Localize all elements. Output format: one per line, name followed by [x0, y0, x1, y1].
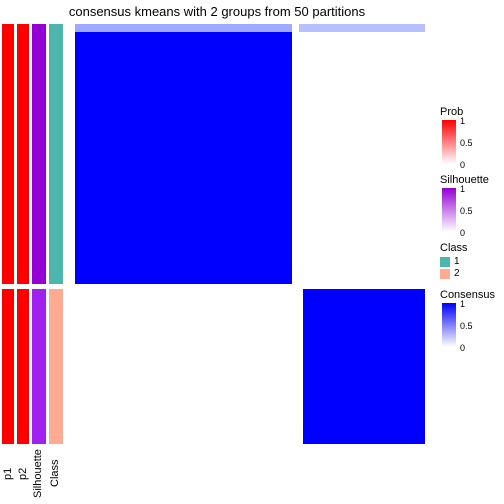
- annotation-segment: [32, 24, 46, 284]
- legend-tick: 0.5: [460, 138, 473, 148]
- annotation-label-class: Class: [49, 446, 63, 501]
- heatmap-topstrip: [75, 24, 292, 32]
- heatmap-block: [303, 289, 426, 444]
- legend-tick: 1: [460, 184, 465, 194]
- annotation-segment: [2, 24, 14, 284]
- legend-panel: Prob 10.50 Silhouette 10.50 Class 12 Con…: [440, 106, 500, 357]
- annotation-col-p1: [2, 24, 14, 444]
- legend-tick: 0.5: [460, 321, 473, 331]
- legend-prob-title: Prob: [440, 106, 500, 118]
- legend-tick: 0: [460, 228, 465, 238]
- heatmap-block: [75, 32, 292, 284]
- annotation-columns: [2, 24, 70, 444]
- legend-class-label: 1: [454, 256, 460, 267]
- annotation-labels: p1p2SilhouetteClass: [2, 446, 63, 501]
- annotation-col-silhouette: [32, 24, 46, 444]
- legend-class-item: 1: [440, 256, 500, 267]
- legend-class-title: Class: [440, 242, 500, 254]
- legend-silhouette: Silhouette 10.50: [440, 174, 500, 232]
- annotation-segment: [49, 289, 63, 444]
- heatmap-topstrip: [299, 24, 425, 32]
- legend-prob: Prob 10.50: [440, 106, 500, 164]
- legend-class-item: 2: [440, 268, 500, 279]
- legend-tick: 0.5: [460, 206, 473, 216]
- annotation-label-p1: p1: [2, 446, 14, 501]
- legend-class-label: 2: [454, 268, 460, 279]
- legend-consensus-gradient: 10.50: [442, 303, 456, 347]
- annotation-col-class: [49, 24, 63, 444]
- annotation-segment: [17, 289, 29, 444]
- legend-class-swatch: [440, 257, 450, 267]
- legend-silhouette-gradient: 10.50: [442, 188, 456, 232]
- legend-tick: 0: [460, 160, 465, 170]
- legend-consensus: Consensus 10.50: [440, 289, 500, 347]
- legend-tick: 0: [460, 343, 465, 353]
- legend-class-swatch: [440, 269, 450, 279]
- legend-consensus-title: Consensus: [440, 289, 500, 301]
- annotation-col-p2: [17, 24, 29, 444]
- legend-tick: 1: [460, 116, 465, 126]
- legend-silhouette-title: Silhouette: [440, 174, 500, 186]
- annotation-segment: [49, 24, 63, 284]
- legend-class: Class 12: [440, 242, 500, 279]
- annotation-label-silhouette: Silhouette: [32, 446, 46, 501]
- annotation-label-p2: p2: [17, 446, 29, 501]
- annotation-segment: [2, 289, 14, 444]
- legend-tick: 1: [460, 299, 465, 309]
- annotation-segment: [17, 24, 29, 284]
- heatmap-topstrip: [292, 24, 299, 32]
- chart-title: consensus kmeans with 2 groups from 50 p…: [0, 4, 434, 19]
- legend-prob-gradient: 10.50: [442, 120, 456, 164]
- annotation-segment: [32, 289, 46, 444]
- consensus-heatmap: [75, 24, 425, 444]
